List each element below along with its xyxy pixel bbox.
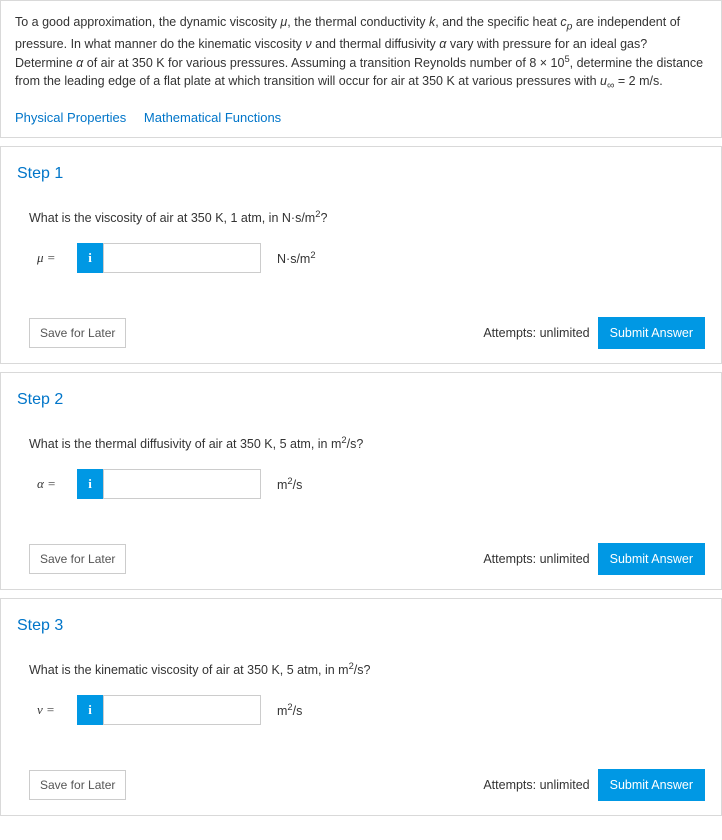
submit-button[interactable]: Submit Answer xyxy=(598,317,705,349)
step-3-input[interactable] xyxy=(103,695,261,725)
physical-properties-link[interactable]: Physical Properties xyxy=(15,110,126,125)
info-icon[interactable]: i xyxy=(77,695,103,725)
step-3-units: m2/s xyxy=(277,702,302,718)
info-icon[interactable]: i xyxy=(77,243,103,273)
mathematical-functions-link[interactable]: Mathematical Functions xyxy=(144,110,281,125)
submit-button[interactable]: Submit Answer xyxy=(598,543,705,575)
step-2-question: What is the thermal diffusivity of air a… xyxy=(17,425,705,469)
step-2-input[interactable] xyxy=(103,469,261,499)
step-1-input[interactable] xyxy=(103,243,261,273)
save-button[interactable]: Save for Later xyxy=(29,544,126,574)
step-1-units: N·s/m2 xyxy=(277,250,316,266)
attempts-label: Attempts: unlimited xyxy=(483,326,589,340)
problem-statement: To a good approximation, the dynamic vis… xyxy=(1,1,721,104)
step-3-var: ν = xyxy=(37,702,67,718)
info-icon[interactable]: i xyxy=(77,469,103,499)
step-3-question: What is the kinematic viscosity of air a… xyxy=(17,651,705,695)
reference-links: Physical Properties Mathematical Functio… xyxy=(1,104,721,137)
step-1-card: Step 1 What is the viscosity of air at 3… xyxy=(0,146,722,364)
save-button[interactable]: Save for Later xyxy=(29,318,126,348)
step-2-card: Step 2 What is the thermal diffusivity o… xyxy=(0,372,722,590)
attempts-label: Attempts: unlimited xyxy=(483,778,589,792)
save-button[interactable]: Save for Later xyxy=(29,770,126,800)
step-2-units: m2/s xyxy=(277,476,302,492)
attempts-label: Attempts: unlimited xyxy=(483,552,589,566)
submit-button[interactable]: Submit Answer xyxy=(598,769,705,801)
step-1-var: μ = xyxy=(37,250,67,266)
step-2-title: Step 2 xyxy=(1,373,721,425)
step-1-title: Step 1 xyxy=(1,147,721,199)
step-1-question: What is the viscosity of air at 350 K, 1… xyxy=(17,199,705,243)
step-3-title: Step 3 xyxy=(1,599,721,651)
step-2-var: α = xyxy=(37,476,67,492)
intro-card: To a good approximation, the dynamic vis… xyxy=(0,0,722,138)
step-3-card: Step 3 What is the kinematic viscosity o… xyxy=(0,598,722,816)
